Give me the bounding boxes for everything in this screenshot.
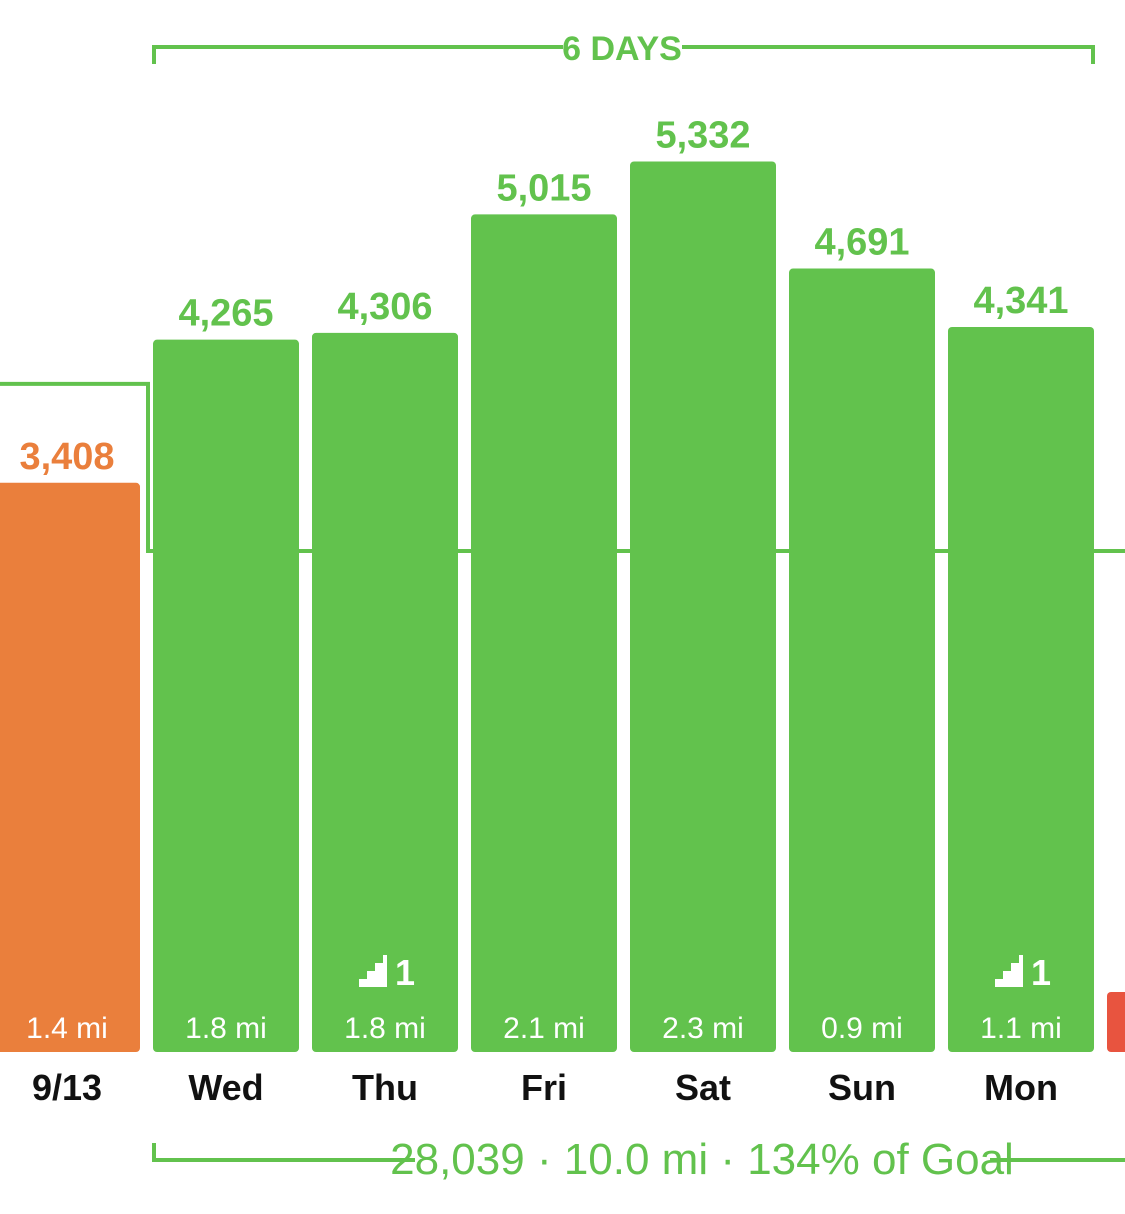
bar-value-label: 4,265	[178, 293, 273, 335]
stairs-icon	[987, 955, 1023, 987]
bar-distance-label: 1.1 mi	[980, 1012, 1062, 1045]
bar	[153, 339, 299, 1052]
bar	[312, 332, 458, 1052]
day-label: Fri	[521, 1067, 567, 1108]
bar-group: 4,265 1.8 mi Wed	[153, 293, 299, 1108]
bar-value-label: 4,306	[337, 286, 432, 328]
summary-bracket-line-left	[152, 1143, 415, 1162]
bar-group: 4,341 1.1 mi 1 Mon	[948, 280, 1094, 1108]
bar	[0, 482, 140, 1052]
bar-value-label: 4,691	[814, 222, 909, 264]
floors-count: 1	[395, 952, 415, 993]
bar-group: 5,015 2.1 mi Fri	[471, 167, 617, 1108]
streak-label: 6 DAYS	[562, 30, 682, 68]
bar-group: 4,306 1.8 mi 1 Thu	[312, 286, 458, 1108]
summary-label: 28,039 · 10.0 mi · 134% of Goal	[390, 1135, 1014, 1184]
bar-distance-label: 1.4 mi	[26, 1012, 108, 1045]
bars: 3,408 1.4 mi 9/13 4,265 1.8 mi Wed 4,306 1.8 mi…	[0, 114, 1125, 1108]
stairs-icon	[351, 955, 387, 987]
bar	[630, 161, 776, 1052]
bar-group: 3,408 1.4 mi 9/13	[0, 436, 140, 1108]
bar-group: 4,691 0.9 mi Sun	[789, 222, 935, 1108]
day-label: Thu	[352, 1067, 418, 1108]
floors-count: 1	[1031, 952, 1051, 993]
bar-group: 5,332 2.3 mi Sat	[630, 114, 776, 1108]
bar-value-label: 4,341	[973, 280, 1068, 322]
bar-distance-label: 2.3 mi	[662, 1012, 744, 1045]
bar-value-label: 3,408	[19, 436, 114, 478]
streak-bracket-line	[152, 45, 1095, 64]
bar	[471, 214, 617, 1053]
day-label: Sun	[828, 1067, 896, 1108]
bar-distance-label: 0.9 mi	[821, 1012, 903, 1045]
day-label: 9/13	[32, 1067, 102, 1108]
bar	[789, 268, 935, 1052]
bar	[948, 326, 1094, 1053]
day-label: Wed	[188, 1067, 263, 1108]
bar-distance-label: 2.1 mi	[503, 1012, 585, 1045]
summary-bracket: 28,039 · 10.0 mi · 134% of Goal	[152, 1135, 1125, 1184]
bar-value-label: 5,332	[655, 114, 750, 156]
bar-distance-label: 1.8 mi	[185, 1012, 267, 1045]
streak-bracket: 6 DAYS	[152, 30, 1095, 68]
bar-distance-label: 1.8 mi	[344, 1012, 426, 1045]
day-label: Mon	[984, 1067, 1058, 1108]
bar-partial-next	[1107, 992, 1125, 1052]
bar-value-label: 5,015	[496, 167, 591, 209]
day-label: Sat	[675, 1067, 731, 1108]
